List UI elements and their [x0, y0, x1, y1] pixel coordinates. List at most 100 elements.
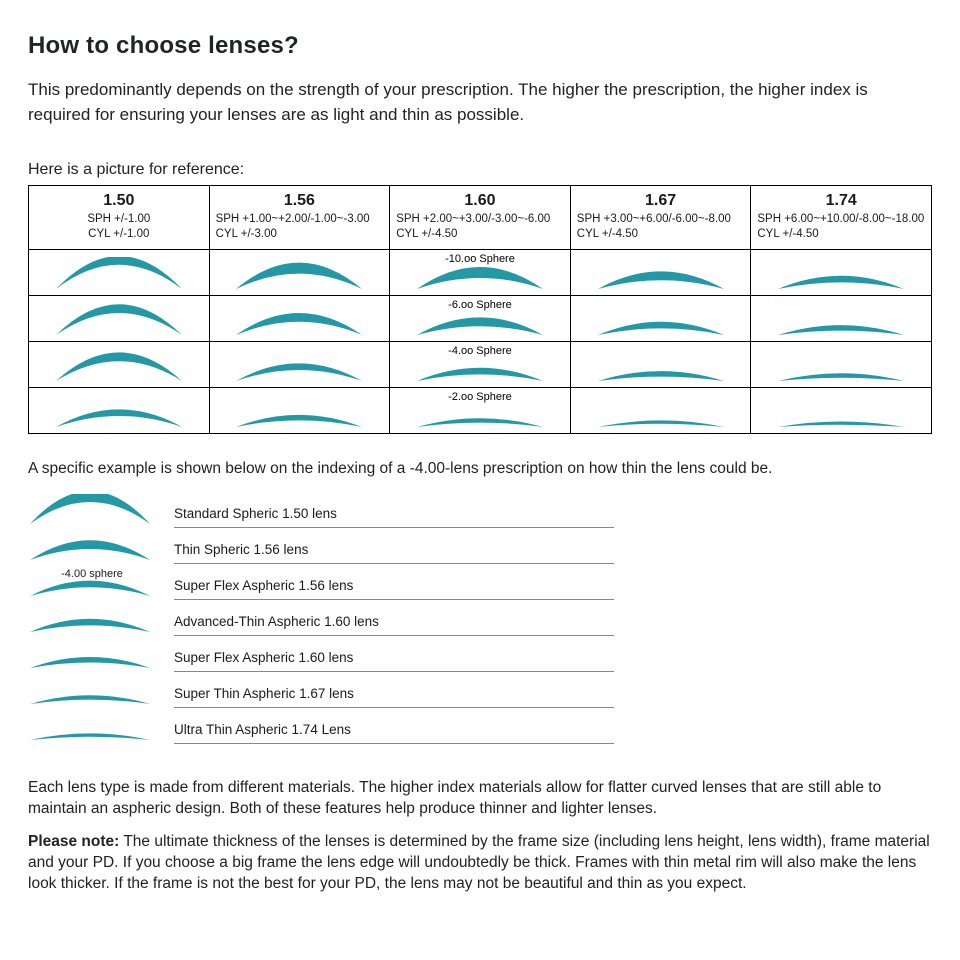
lens-icon — [415, 257, 545, 291]
lens-cell: -6.oo Sphere — [390, 296, 571, 342]
table-header-cell: 1.50 SPH +/-1.00 CYL +/-1.00 — [29, 186, 210, 250]
lens-cell — [29, 296, 210, 342]
lens-icon — [234, 303, 364, 337]
lens-icon — [596, 257, 726, 291]
example-lens — [28, 528, 156, 564]
lens-icon — [776, 349, 906, 383]
lens-icon — [234, 395, 364, 429]
please-note-paragraph: Please note: The ultimate thickness of t… — [28, 832, 932, 895]
cyl-range: CYL +/-4.50 — [396, 227, 564, 241]
lens-icon — [596, 395, 726, 429]
lens-icon — [54, 349, 184, 383]
table-row: -2.oo Sphere — [29, 388, 932, 434]
lens-icon — [776, 395, 906, 429]
index-label: 1.67 — [577, 192, 745, 210]
lens-cell — [751, 342, 932, 388]
example-lens — [28, 708, 156, 744]
example-row: Super Thin Aspheric 1.67 lens — [28, 672, 932, 708]
lens-icon — [28, 530, 152, 562]
example-lens-list: Standard Spheric 1.50 lens Thin Spheric … — [28, 492, 932, 744]
lens-icon — [776, 303, 906, 337]
example-row: Thin Spheric 1.56 lens — [28, 528, 932, 564]
example-label-wrap: Super Flex Aspheric 1.60 lens — [174, 649, 614, 672]
lens-icon — [28, 494, 152, 526]
example-label-wrap: Super Flex Aspheric 1.56 lens — [174, 577, 614, 600]
table-header-cell: 1.56 SPH +1.00~+2.00/-1.00~-3.00 CYL +/-… — [209, 186, 390, 250]
lens-cell — [751, 296, 932, 342]
example-label: Advanced-Thin Aspheric 1.60 lens — [174, 614, 379, 629]
cyl-range: CYL +/-3.00 — [216, 227, 384, 241]
example-lens: -4.00 sphere — [28, 564, 156, 600]
lens-icon — [234, 257, 364, 291]
lens-cell — [570, 342, 751, 388]
lens-index-table: 1.50 SPH +/-1.00 CYL +/-1.00 1.56 SPH +1… — [28, 185, 932, 434]
example-label: Super Flex Aspheric 1.56 lens — [174, 578, 353, 593]
lens-icon — [596, 349, 726, 383]
lens-cell — [209, 250, 390, 296]
sph-range: SPH +6.00~+10.00/-8.00~-18.00 — [757, 212, 925, 226]
lens-cell — [570, 250, 751, 296]
example-label: Super Flex Aspheric 1.60 lens — [174, 650, 353, 665]
lens-icon — [776, 257, 906, 291]
example-label: Ultra Thin Aspheric 1.74 Lens — [174, 722, 351, 737]
example-label-wrap: Super Thin Aspheric 1.67 lens — [174, 685, 614, 708]
cyl-range: CYL +/-4.50 — [757, 227, 925, 241]
lens-cell — [29, 250, 210, 296]
sph-range: SPH +2.00~+3.00/-3.00~-6.00 — [396, 212, 564, 226]
please-note-label: Please note: — [28, 833, 119, 850]
lens-cell — [209, 388, 390, 434]
example-label-wrap: Advanced-Thin Aspheric 1.60 lens — [174, 613, 614, 636]
cyl-range: CYL +/-4.50 — [577, 227, 745, 241]
lens-icon — [54, 257, 184, 291]
table-header-cell: 1.74 SPH +6.00~+10.00/-8.00~-18.00 CYL +… — [751, 186, 932, 250]
example-lens — [28, 672, 156, 708]
lens-cell — [29, 388, 210, 434]
table-header-cell: 1.60 SPH +2.00~+3.00/-3.00~-6.00 CYL +/-… — [390, 186, 571, 250]
intro-paragraph: This predominantly depends on the streng… — [28, 78, 898, 127]
index-label: 1.56 — [216, 192, 384, 210]
lens-cell: -4.oo Sphere — [390, 342, 571, 388]
lens-icon — [415, 349, 545, 383]
example-label-wrap: Ultra Thin Aspheric 1.74 Lens — [174, 721, 614, 744]
example-label-wrap: Standard Spheric 1.50 lens — [174, 505, 614, 528]
index-label: 1.74 — [757, 192, 925, 210]
lens-cell — [751, 250, 932, 296]
lens-icon — [28, 674, 152, 706]
please-note-body: The ultimate thickness of the lenses is … — [28, 833, 930, 892]
lens-icon — [234, 349, 364, 383]
lens-cell — [29, 342, 210, 388]
lens-icon — [415, 395, 545, 429]
index-label: 1.50 — [35, 192, 203, 210]
sph-range: SPH +/-1.00 — [35, 212, 203, 226]
page-title: How to choose lenses? — [28, 32, 932, 60]
example-label: Thin Spheric 1.56 lens — [174, 542, 308, 557]
lens-icon — [28, 638, 152, 670]
example-row: Standard Spheric 1.50 lens — [28, 492, 932, 528]
table-row: -4.oo Sphere — [29, 342, 932, 388]
table-row: -10.oo Sphere — [29, 250, 932, 296]
table-header-cell: 1.67 SPH +3.00~+6.00/-6.00~-8.00 CYL +/-… — [570, 186, 751, 250]
example-label-wrap: Thin Spheric 1.56 lens — [174, 541, 614, 564]
lens-cell: -10.oo Sphere — [390, 250, 571, 296]
sph-range: SPH +3.00~+6.00/-6.00~-8.00 — [577, 212, 745, 226]
example-label: Standard Spheric 1.50 lens — [174, 506, 337, 521]
example-caption: A specific example is shown below on the… — [28, 460, 932, 478]
cyl-range: CYL +/-1.00 — [35, 227, 203, 241]
example-row: Advanced-Thin Aspheric 1.60 lens — [28, 600, 932, 636]
lens-icon — [596, 303, 726, 337]
lens-cell — [570, 388, 751, 434]
lens-icon — [28, 566, 152, 598]
example-label: Super Thin Aspheric 1.67 lens — [174, 686, 354, 701]
lens-cell — [751, 388, 932, 434]
sph-range: SPH +1.00~+2.00/-1.00~-3.00 — [216, 212, 384, 226]
materials-paragraph: Each lens type is made from different ma… — [28, 778, 932, 820]
reference-caption: Here is a picture for reference: — [28, 161, 932, 179]
index-label: 1.60 — [396, 192, 564, 210]
table-row: -6.oo Sphere — [29, 296, 932, 342]
lens-cell — [209, 296, 390, 342]
lens-icon — [415, 303, 545, 337]
lens-cell — [570, 296, 751, 342]
lens-icon — [54, 395, 184, 429]
lens-icon — [28, 602, 152, 634]
example-row: Super Flex Aspheric 1.60 lens — [28, 636, 932, 672]
